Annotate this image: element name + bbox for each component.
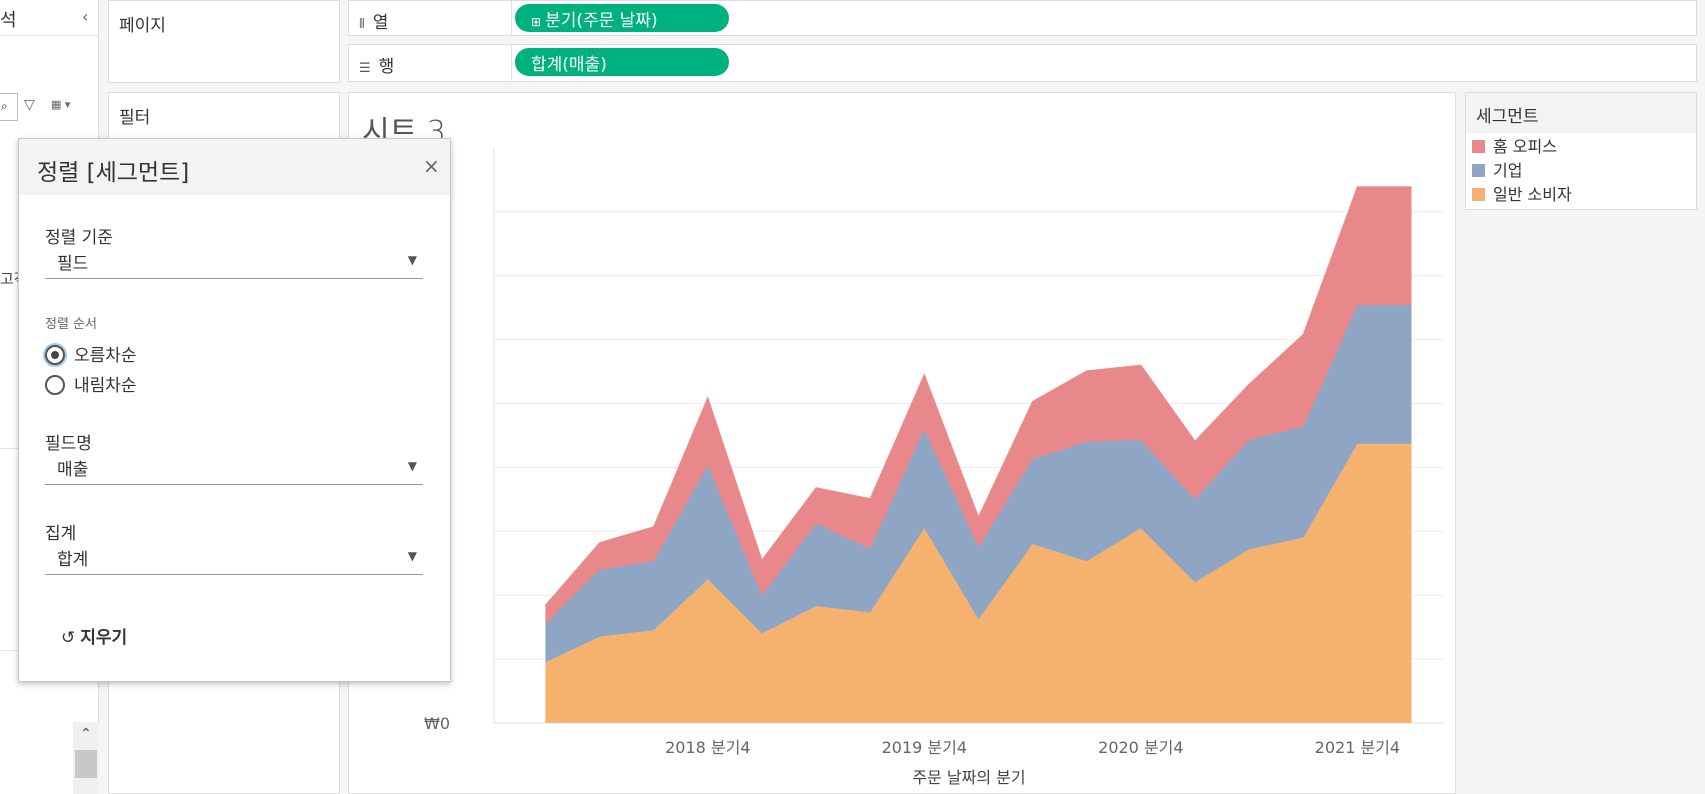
dialog-header <box>19 139 450 195</box>
aggregation-label: 집계 <box>45 524 77 544</box>
sort-order-label: 정렬 순서 <box>45 317 97 332</box>
legend-swatch <box>1472 140 1485 153</box>
search-icon[interactable]: ⌕ <box>0 93 18 121</box>
rows-pill[interactable]: 합계(매출) <box>515 48 729 76</box>
field-name-label: 필드명 <box>45 434 92 454</box>
area-series-home-office[interactable] <box>545 186 1412 624</box>
legend-item-corporate[interactable]: 기업 <box>1472 157 1522 181</box>
rows-shelf-label: ☰ 행 <box>359 52 394 77</box>
legend-swatch <box>1472 188 1485 201</box>
view-area[interactable]: ₩0,000,000,000,000,000,000,000,0002018 분… <box>348 92 1456 794</box>
columns-pill[interactable]: ⊞ 분기(주문 날짜) <box>515 4 729 32</box>
sort-by-label: 정렬 기준 <box>45 228 113 248</box>
pages-shelf-title: 페이지 <box>119 16 166 36</box>
descending-radio[interactable] <box>45 375 65 395</box>
pages-shelf[interactable]: 페이지 <box>108 0 340 83</box>
collapse-icon[interactable]: ‹ <box>82 7 89 26</box>
dropdown-arrow-icon[interactable]: ▼ <box>407 253 417 267</box>
data-pane-header: 석 <box>0 0 99 36</box>
filters-shelf-title: 필터 <box>119 108 151 128</box>
scroll-thumb[interactable] <box>75 750 97 778</box>
area-chart[interactable]: ₩0,000,000,000,000,000,000,000,0002018 분… <box>349 93 1455 793</box>
expand-icon[interactable]: ⊞ <box>531 15 542 29</box>
sort-dialog: 정렬 [세그먼트] × 정렬 기준 필드 ▼ 정렬 순서 오름차순 내림차순 필… <box>18 138 451 682</box>
columns-label-text: 열 <box>372 13 389 33</box>
aggregation-value: 합계 <box>57 550 89 570</box>
x-axis-title: 주문 날짜의 분기 <box>912 768 1025 787</box>
y-tick-label: ₩0 <box>424 714 450 733</box>
divider <box>511 45 512 81</box>
clear-button-label: 지우기 <box>80 628 128 648</box>
columns-shelf-label: ⦀ 열 <box>359 8 388 33</box>
scroll-up-icon[interactable]: ⌃ <box>80 726 92 742</box>
filter-icon[interactable]: ▽ <box>24 97 35 113</box>
close-icon[interactable]: × <box>423 154 440 178</box>
columns-pill-label: 분기(주문 날짜) <box>545 11 658 31</box>
legend-item-label: 홈 오피스 <box>1493 137 1557 156</box>
dropdown-arrow-icon[interactable]: ▼ <box>407 549 417 563</box>
legend-item-home-office[interactable]: 홈 오피스 <box>1472 133 1557 157</box>
area-series-consumer[interactable] <box>545 443 1412 723</box>
dropdown-arrow-icon[interactable]: ▼ <box>407 459 417 473</box>
columns-shelf[interactable]: ⦀ 열 ⊞ 분기(주문 날짜) <box>348 0 1697 36</box>
columns-icon: ⦀ <box>359 17 365 32</box>
field-name-value: 매출 <box>57 460 89 480</box>
divider <box>511 1 512 35</box>
legend-item-consumer[interactable]: 일반 소비자 <box>1472 181 1572 205</box>
x-tick-label: 2018 분기4 <box>665 738 750 757</box>
descending-label: 내림차순 <box>74 376 137 396</box>
ascending-label: 오름차순 <box>74 346 137 366</box>
legend-swatch <box>1472 164 1485 177</box>
aggregation-select[interactable]: 합계 ▼ <box>45 543 423 575</box>
sort-by-value: 필드 <box>57 254 89 274</box>
x-tick-label: 2019 분기4 <box>882 738 967 757</box>
rows-shelf[interactable]: ☰ 행 합계(매출) <box>348 44 1697 82</box>
clear-button[interactable]: ↺ 지우기 <box>61 623 127 648</box>
scrollbar[interactable]: ⌃ <box>73 722 99 794</box>
ascending-option[interactable]: 오름차순 <box>45 341 137 366</box>
legend-header <box>1466 93 1696 133</box>
x-tick-label: 2021 분기4 <box>1315 738 1400 757</box>
view-options-icon[interactable]: ▦ ▾ <box>51 98 71 111</box>
rows-label-text: 행 <box>378 57 395 77</box>
segment-legend[interactable]: 세그먼트 홈 오피스 기업 일반 소비자 <box>1465 92 1697 210</box>
data-pane-toolbar: ⌕ ▽ ▦ ▾ <box>0 93 99 121</box>
field-name-select[interactable]: 매출 ▼ <box>45 453 423 485</box>
descending-option[interactable]: 내림차순 <box>45 371 137 396</box>
dialog-title: 정렬 [세그먼트] <box>37 160 190 186</box>
area-series-corporate[interactable] <box>545 305 1412 663</box>
legend-item-label: 기업 <box>1493 161 1523 180</box>
x-tick-label: 2020 분기4 <box>1098 738 1183 757</box>
area-edge-home-office <box>544 186 1412 606</box>
legend-item-label: 일반 소비자 <box>1493 185 1572 204</box>
sort-by-select[interactable]: 필드 ▼ <box>45 247 423 279</box>
rows-pill-label: 합계(매출) <box>531 55 607 75</box>
rows-icon: ☰ <box>359 61 371 76</box>
ascending-radio[interactable] <box>45 345 65 365</box>
undo-icon: ↺ <box>61 628 76 648</box>
legend-title: 세그먼트 <box>1476 107 1539 127</box>
